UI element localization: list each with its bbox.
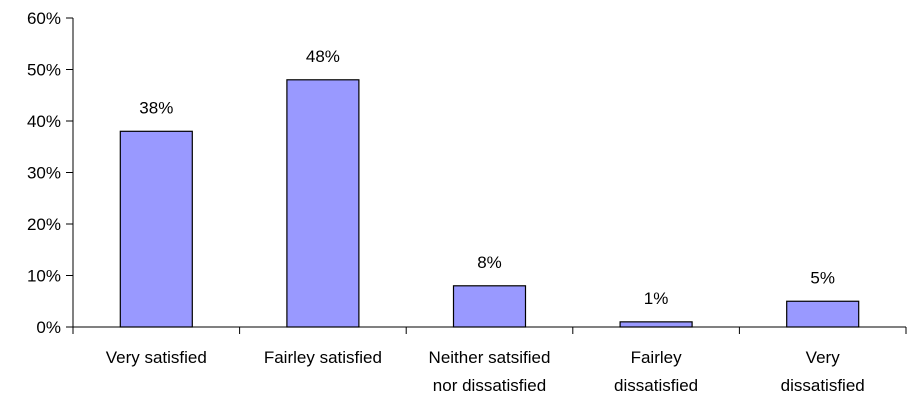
category-labels: Very satisfied Fairley satisfied Neither s… — [106, 348, 865, 395]
y-tick-label: 50% — [27, 61, 61, 80]
y-tick-label: 10% — [27, 267, 61, 286]
category-label: Very — [806, 348, 841, 367]
data-label: 38% — [139, 98, 173, 117]
data-label: 5% — [810, 268, 835, 287]
y-tick-label: 60% — [27, 9, 61, 28]
bar — [452, 285, 527, 328]
y-tick-label: 40% — [27, 112, 61, 131]
bar — [619, 321, 693, 328]
bar — [286, 79, 360, 328]
data-label: 8% — [477, 253, 502, 272]
data-label: 1% — [644, 289, 669, 308]
y-axis: 0% 10% 20% 30% 40% 50% 60% — [27, 9, 74, 337]
category-label: dissatisfied — [781, 376, 865, 395]
category-label: dissatisfied — [614, 376, 698, 395]
bar — [119, 130, 193, 328]
data-label: 48% — [306, 47, 340, 66]
category-label: Neither satsified — [429, 348, 551, 367]
bars — [119, 79, 860, 328]
category-label: nor dissatisfied — [433, 376, 546, 395]
y-tick-label: 30% — [27, 164, 61, 183]
category-label: Fairley — [631, 348, 683, 367]
y-tick-label: 20% — [27, 215, 61, 234]
y-tick-label: 0% — [36, 318, 61, 337]
category-label: Very satisfied — [106, 348, 207, 367]
category-label: Fairley satisfied — [264, 348, 382, 367]
data-labels: 38% 48% 8% 1% 5% — [139, 47, 835, 308]
x-axis — [72, 326, 907, 334]
bar — [786, 300, 860, 328]
